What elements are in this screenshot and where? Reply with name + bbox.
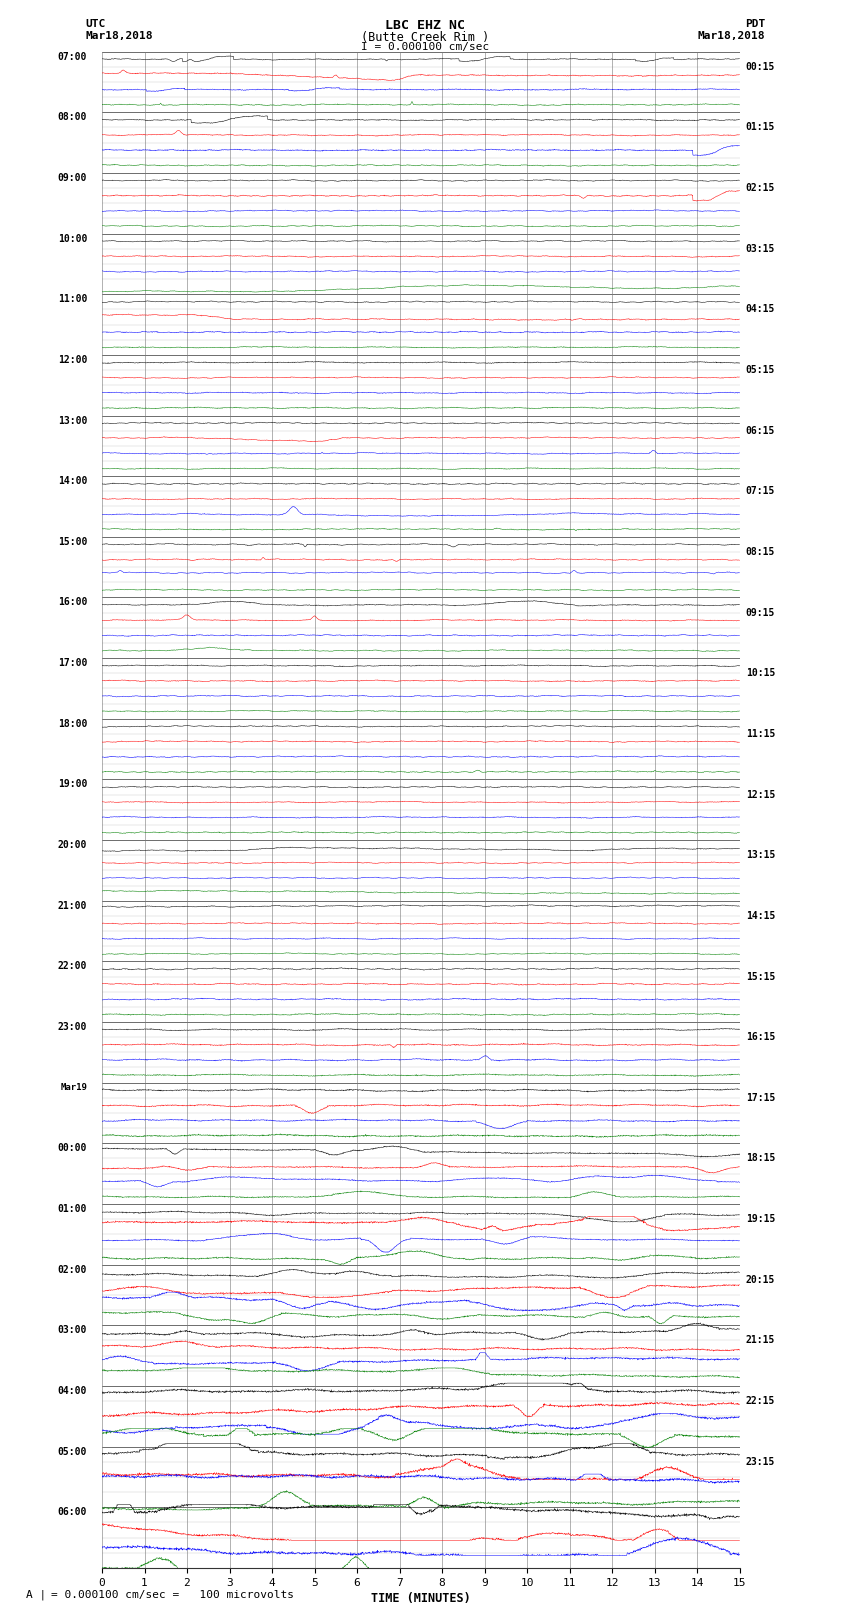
Text: 05:15: 05:15 [746, 365, 775, 374]
Text: 20:15: 20:15 [746, 1274, 775, 1284]
Text: 11:00: 11:00 [58, 294, 87, 305]
Text: 11:15: 11:15 [746, 729, 775, 739]
Text: 12:15: 12:15 [746, 790, 775, 800]
Text: Mar18,2018: Mar18,2018 [698, 31, 765, 40]
Text: 01:00: 01:00 [58, 1203, 87, 1215]
Text: 20:00: 20:00 [58, 840, 87, 850]
Text: = 0.000100 cm/sec =   100 microvolts: = 0.000100 cm/sec = 100 microvolts [51, 1590, 294, 1600]
Text: 08:00: 08:00 [58, 113, 87, 123]
Text: A |: A | [26, 1589, 46, 1600]
Text: 13:00: 13:00 [58, 416, 87, 426]
Text: LBC EHZ NC: LBC EHZ NC [385, 19, 465, 32]
Text: 21:00: 21:00 [58, 900, 87, 911]
Text: 15:15: 15:15 [746, 971, 775, 981]
Text: 23:00: 23:00 [58, 1023, 87, 1032]
Text: 00:00: 00:00 [58, 1144, 87, 1153]
Text: I = 0.000100 cm/sec: I = 0.000100 cm/sec [361, 42, 489, 52]
Text: 09:15: 09:15 [746, 608, 775, 618]
Text: 02:00: 02:00 [58, 1265, 87, 1274]
Text: 07:00: 07:00 [58, 52, 87, 61]
Text: 14:15: 14:15 [746, 911, 775, 921]
Text: 15:00: 15:00 [58, 537, 87, 547]
Text: 17:00: 17:00 [58, 658, 87, 668]
Text: 22:00: 22:00 [58, 961, 87, 971]
X-axis label: TIME (MINUTES): TIME (MINUTES) [371, 1592, 471, 1605]
Text: 18:00: 18:00 [58, 719, 87, 729]
Text: 17:15: 17:15 [746, 1094, 775, 1103]
Text: 22:15: 22:15 [746, 1397, 775, 1407]
Text: 04:00: 04:00 [58, 1386, 87, 1395]
Text: 06:00: 06:00 [58, 1507, 87, 1518]
Text: 12:00: 12:00 [58, 355, 87, 365]
Text: 10:15: 10:15 [746, 668, 775, 677]
Text: 19:15: 19:15 [746, 1215, 775, 1224]
Text: 09:00: 09:00 [58, 173, 87, 182]
Text: 06:15: 06:15 [746, 426, 775, 436]
Text: 00:15: 00:15 [746, 61, 775, 71]
Text: PDT: PDT [745, 19, 765, 29]
Text: 16:15: 16:15 [746, 1032, 775, 1042]
Text: UTC: UTC [85, 19, 105, 29]
Text: 01:15: 01:15 [746, 123, 775, 132]
Text: Mar18,2018: Mar18,2018 [85, 31, 152, 40]
Text: 23:15: 23:15 [746, 1457, 775, 1466]
Text: 13:15: 13:15 [746, 850, 775, 860]
Text: 03:15: 03:15 [746, 244, 775, 253]
Text: 21:15: 21:15 [746, 1336, 775, 1345]
Text: 16:00: 16:00 [58, 597, 87, 608]
Text: 07:15: 07:15 [746, 487, 775, 497]
Text: 04:15: 04:15 [746, 305, 775, 315]
Text: Mar19: Mar19 [60, 1082, 87, 1092]
Text: 02:15: 02:15 [746, 184, 775, 194]
Text: 05:00: 05:00 [58, 1447, 87, 1457]
Text: (Butte Creek Rim ): (Butte Creek Rim ) [361, 31, 489, 44]
Text: 03:00: 03:00 [58, 1326, 87, 1336]
Text: 14:00: 14:00 [58, 476, 87, 486]
Text: 08:15: 08:15 [746, 547, 775, 556]
Text: 19:00: 19:00 [58, 779, 87, 789]
Text: 18:15: 18:15 [746, 1153, 775, 1163]
Text: 10:00: 10:00 [58, 234, 87, 244]
